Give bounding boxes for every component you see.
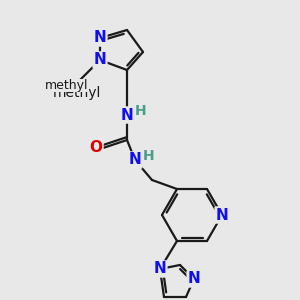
Text: H: H — [135, 104, 147, 118]
Text: N: N — [94, 52, 106, 68]
Text: N: N — [121, 107, 134, 122]
Text: N: N — [216, 208, 228, 223]
Text: N: N — [188, 272, 200, 286]
Text: N: N — [129, 152, 141, 167]
Text: O: O — [89, 140, 103, 155]
Text: H: H — [143, 149, 155, 163]
Text: N: N — [154, 262, 166, 277]
Text: methyl: methyl — [53, 86, 101, 100]
Text: N: N — [94, 31, 106, 46]
Text: methyl: methyl — [45, 79, 89, 92]
